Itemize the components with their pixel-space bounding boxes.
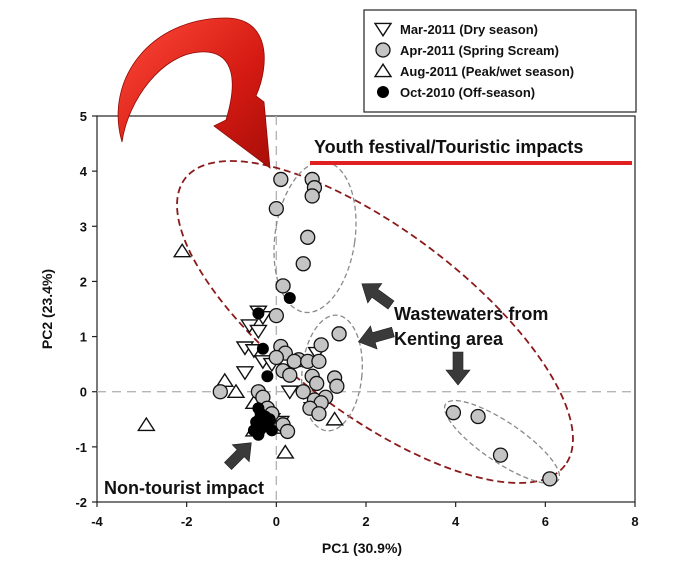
legend-entry-label: Aug-2011 (Peak/wet season) — [400, 64, 574, 79]
apr-2011-point — [470, 408, 486, 425]
legend-marker — [377, 86, 389, 98]
apr-2011-point — [492, 447, 509, 463]
pointer-arrow-icon-upper — [361, 283, 395, 310]
x-tick-label: 4 — [452, 514, 460, 529]
x-tick-label: 2 — [362, 514, 369, 529]
pointer-arrow-icon-down — [445, 351, 471, 386]
y-axis-title: PC2 (23.4%) — [39, 269, 55, 349]
oct-2010-point — [261, 370, 274, 383]
x-tick-label: -4 — [91, 514, 103, 529]
apr-2011-point — [304, 188, 320, 204]
y-tick-label: 0 — [80, 385, 87, 400]
wastewater-label-line2: Kenting area — [394, 329, 504, 349]
aug-2011-point — [137, 416, 156, 432]
x-axis-title: PC1 (30.9%) — [322, 540, 402, 556]
touristic-impact-ellipse — [176, 160, 574, 484]
mar-2011-point — [249, 324, 268, 340]
apr-2011-point — [295, 256, 311, 272]
y-tick-label: 3 — [80, 219, 87, 234]
apr-2011-point — [273, 171, 289, 188]
apr-2011-point — [331, 326, 347, 342]
outlier-cluster-ellipse — [443, 399, 561, 485]
legend-entry-label: Apr-2011 (Spring Scream) — [400, 43, 559, 58]
y-tick-label: -2 — [75, 495, 87, 510]
apr-2011-point — [313, 337, 329, 353]
apr-2011-point — [542, 471, 558, 487]
apr-2011-point — [268, 200, 284, 217]
aug-2011-point — [325, 411, 344, 426]
apr-2011-point — [282, 367, 298, 383]
apr-2011-point — [268, 349, 284, 366]
data-points — [137, 171, 558, 487]
apr-2011-point — [445, 405, 462, 421]
legend-entry-label: Oct-2010 (Off-season) — [400, 85, 535, 100]
apr-2011-point — [275, 278, 291, 294]
legend-marker — [373, 62, 393, 78]
apr-2011-point — [279, 423, 296, 440]
legend-marker — [373, 22, 393, 38]
apr-2011-point — [300, 229, 316, 245]
apr-2011-point — [286, 353, 302, 370]
youth-festival-underline — [310, 161, 632, 165]
highlight-curved-arrow-icon — [117, 17, 271, 169]
legend-box — [363, 9, 637, 113]
legend-marker — [375, 42, 391, 58]
apr-2011-point — [212, 384, 228, 400]
pointer-arrow-icon-nontourist — [224, 442, 252, 470]
y-tick-label: 2 — [80, 274, 87, 289]
oct-2010-point — [265, 424, 278, 437]
non-tourist-label: Non-tourist impact — [104, 478, 264, 498]
wastewater-label-line1: Wastewaters from — [394, 304, 548, 324]
x-tick-label: 0 — [273, 514, 280, 529]
kenting-cluster-ellipse — [301, 314, 363, 432]
y-tick-label: 4 — [80, 164, 88, 179]
x-tick-label: 8 — [631, 514, 638, 529]
y-axis-ticks: 5 4 3 2 1 0 -1 -2 — [75, 109, 97, 510]
x-tick-label: 6 — [542, 514, 549, 529]
legend-entry-label: Mar-2011 (Dry season) — [400, 22, 538, 37]
x-axis-ticks: -4 -2 0 2 4 6 8 — [91, 502, 639, 529]
youth-festival-label: Youth festival/Touristic impacts — [314, 137, 583, 157]
oct-2010-point — [252, 428, 265, 441]
mar-2011-point — [235, 366, 255, 381]
oct-2010-point — [256, 342, 269, 355]
apr-2011-point — [311, 406, 327, 422]
mar-2011-point — [280, 385, 300, 400]
plot-frame — [96, 115, 636, 503]
legend: Mar-2011 (Dry season) Apr-2011 (Spring Sc… — [363, 9, 637, 113]
pointer-arrow-icon-left — [357, 325, 395, 350]
aug-2011-point — [276, 444, 295, 459]
y-tick-label: -1 — [75, 440, 87, 455]
aug-2011-point — [172, 243, 192, 258]
apr-2011-point — [309, 375, 325, 392]
apr-2011-point — [311, 353, 327, 370]
apr-2011-point — [295, 384, 311, 400]
x-tick-label: -2 — [181, 514, 193, 529]
oct-2010-point — [252, 307, 265, 320]
y-tick-label: 5 — [80, 109, 87, 124]
oct-2010-point — [283, 291, 296, 304]
apr-2011-point — [268, 307, 284, 324]
festival-cluster-ellipse — [273, 160, 357, 314]
y-tick-label: 1 — [80, 330, 87, 345]
aug-2011-point — [226, 383, 246, 399]
apr-2011-point — [329, 378, 345, 394]
